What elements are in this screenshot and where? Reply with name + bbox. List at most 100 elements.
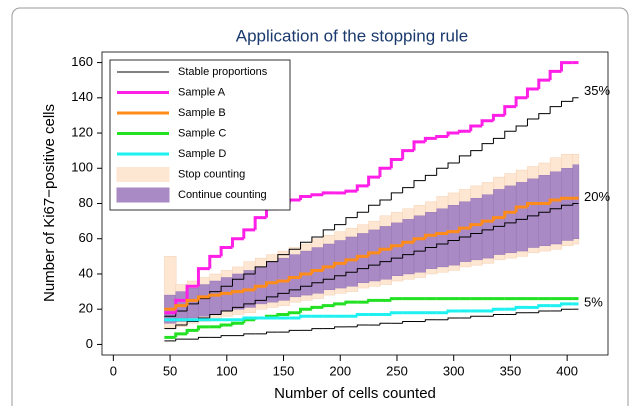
band-step bbox=[447, 205, 460, 266]
series-step bbox=[208, 293, 222, 297]
series-step bbox=[253, 284, 267, 290]
reference-step bbox=[560, 204, 573, 209]
series-step bbox=[242, 316, 256, 320]
series-step bbox=[355, 254, 369, 260]
x-tick-label: 200 bbox=[329, 363, 351, 378]
reference-step bbox=[515, 218, 528, 223]
series-step bbox=[230, 321, 244, 326]
series-step bbox=[310, 305, 324, 310]
reference-step bbox=[436, 167, 449, 176]
band-step bbox=[549, 171, 563, 245]
series-step bbox=[480, 119, 494, 126]
series-step bbox=[253, 216, 267, 230]
reference-step bbox=[368, 264, 380, 269]
reference-step bbox=[492, 137, 505, 144]
reference-step bbox=[197, 336, 210, 340]
legend-label: Sample C bbox=[178, 127, 226, 139]
band-step bbox=[481, 194, 495, 259]
series-step bbox=[503, 105, 517, 116]
reference-step bbox=[288, 329, 301, 333]
reference-step bbox=[243, 273, 256, 280]
x-tick-label: 300 bbox=[443, 363, 465, 378]
reference-step bbox=[300, 241, 312, 250]
series-step bbox=[276, 312, 290, 317]
series-step bbox=[435, 231, 449, 236]
reference-step bbox=[492, 225, 505, 230]
reference-label: 35% bbox=[584, 83, 610, 98]
reference-step bbox=[424, 174, 437, 181]
reference-step bbox=[538, 113, 551, 119]
reference-step bbox=[447, 317, 460, 320]
reference-step bbox=[447, 162, 460, 169]
series-step bbox=[367, 175, 380, 186]
legend-label: Stable proportions bbox=[178, 66, 268, 78]
series-step bbox=[287, 275, 301, 282]
series-step bbox=[310, 268, 324, 274]
y-tick-label: 140 bbox=[71, 89, 93, 104]
series-step bbox=[491, 113, 505, 121]
series-step bbox=[265, 281, 278, 287]
series-step bbox=[378, 166, 392, 178]
reference-step bbox=[424, 319, 437, 322]
series-step bbox=[299, 272, 312, 278]
series-step bbox=[401, 149, 414, 160]
reference-step bbox=[231, 278, 244, 287]
band-step bbox=[459, 201, 472, 262]
reference-step bbox=[175, 324, 188, 329]
reference-step bbox=[481, 143, 494, 151]
reference-step bbox=[436, 243, 449, 248]
reference-step bbox=[220, 285, 233, 292]
series-step bbox=[333, 261, 346, 267]
band-step bbox=[413, 215, 426, 273]
band-step bbox=[186, 287, 200, 319]
series-step bbox=[389, 297, 403, 301]
band-step bbox=[493, 189, 506, 255]
reference-step bbox=[231, 306, 244, 311]
series-step bbox=[219, 246, 233, 257]
reference-step bbox=[288, 248, 301, 255]
legend-label: Continue counting bbox=[178, 189, 267, 201]
band-step bbox=[209, 280, 222, 315]
legend: Stable proportions Sample A Sample B Sample… bbox=[109, 59, 291, 211]
x-tick-label: 350 bbox=[500, 363, 522, 378]
reference-step bbox=[560, 100, 573, 107]
series-step bbox=[559, 302, 573, 306]
reference-step bbox=[379, 322, 392, 326]
series-step bbox=[321, 304, 335, 308]
series-step bbox=[299, 307, 312, 313]
reference-step bbox=[549, 208, 562, 213]
series-step bbox=[321, 265, 335, 271]
reference-step bbox=[515, 312, 528, 315]
series-step bbox=[208, 254, 222, 269]
series-step bbox=[185, 284, 199, 301]
y-tick-label: 80 bbox=[79, 195, 93, 210]
reference-step bbox=[322, 278, 335, 283]
reference-step bbox=[379, 261, 392, 266]
x-tick-label: 400 bbox=[556, 363, 578, 378]
band-step bbox=[425, 212, 438, 269]
y-tick-label: 40 bbox=[79, 265, 93, 280]
series-step bbox=[219, 291, 233, 296]
y-axis-title: Number of Ki67−positive cells bbox=[41, 104, 58, 302]
reference-step bbox=[504, 222, 517, 227]
x-tick-label: 50 bbox=[163, 363, 177, 378]
reference-step bbox=[504, 130, 517, 139]
reference-step bbox=[345, 217, 358, 225]
reference-step bbox=[334, 224, 346, 230]
reference-step bbox=[470, 315, 483, 319]
series-step bbox=[548, 198, 562, 204]
x-tick-label: 150 bbox=[273, 363, 295, 378]
band-step bbox=[515, 182, 529, 252]
reference-step bbox=[458, 236, 471, 241]
x-tick-label: 250 bbox=[386, 363, 408, 378]
band-step bbox=[368, 229, 381, 282]
series-step bbox=[196, 325, 210, 331]
series-step bbox=[457, 226, 471, 232]
band-step bbox=[561, 168, 574, 241]
reference-step bbox=[300, 285, 312, 290]
series-step bbox=[480, 219, 494, 225]
series-step bbox=[389, 157, 403, 169]
y-tick-label: 100 bbox=[71, 160, 93, 175]
band-step bbox=[504, 185, 517, 254]
